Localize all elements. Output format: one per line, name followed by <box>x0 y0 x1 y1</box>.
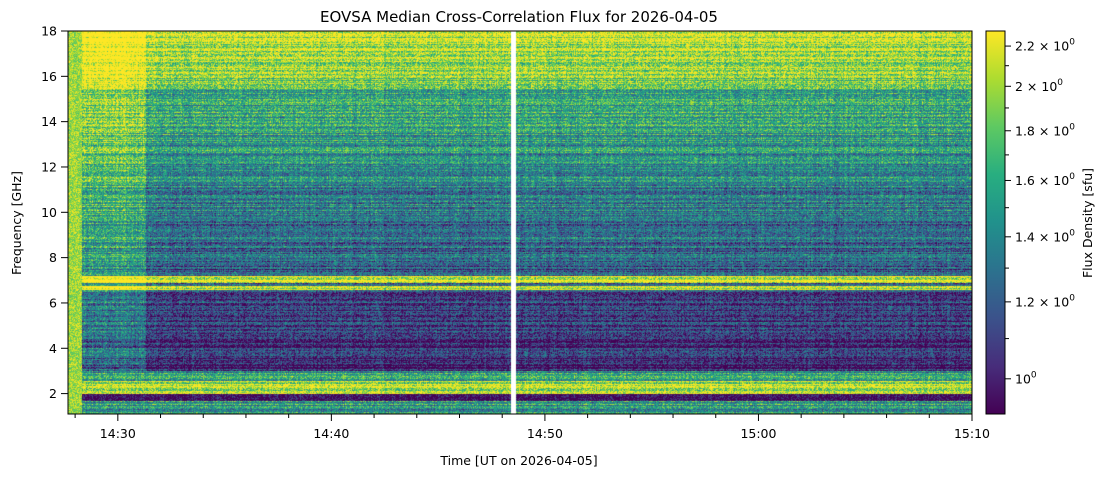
y-axis: 2 4 6 8 10 12 14 16 18 <box>41 24 68 401</box>
x-tick-label: 14:30 <box>100 426 136 441</box>
y-tick-label: 16 <box>41 69 57 84</box>
y-tick-label: 2 <box>49 386 57 401</box>
colorbar-gradient <box>985 30 1006 415</box>
x-tick-label: 15:10 <box>954 426 990 441</box>
x-tick-label: 15:00 <box>740 426 776 441</box>
y-tick-label: 4 <box>49 341 57 356</box>
y-tick-label: 12 <box>41 159 57 174</box>
x-tick-label: 14:40 <box>313 426 349 441</box>
colorbar-tick-label: 1.4 × 100 <box>1015 228 1075 244</box>
x-tick-label: 14:50 <box>527 426 563 441</box>
chart-title: EOVSA Median Cross-Correlation Flux for … <box>320 8 718 26</box>
plot-area <box>67 30 973 415</box>
colorbar-ticks: 100 1.2 × 100 1.4 × 100 1.6 × 100 1.8 × 100 2… <box>1005 38 1075 386</box>
colorbar-tick-label: 2 × 100 <box>1015 78 1063 94</box>
y-tick-label: 10 <box>41 205 57 220</box>
y-tick-label: 18 <box>41 24 57 39</box>
heatmap-image <box>68 31 972 414</box>
y-tick-label: 14 <box>41 114 57 129</box>
y-tick-label: 8 <box>49 250 57 265</box>
y-tick-label: 6 <box>49 295 57 310</box>
colorbar: 100 1.2 × 100 1.4 × 100 1.6 × 100 1.8 × 100 2… <box>985 30 1095 415</box>
colorbar-tick-label: 1.2 × 100 <box>1015 293 1075 309</box>
plot-frame <box>67 30 973 415</box>
colorbar-tick-label: 1.6 × 100 <box>1015 172 1075 188</box>
colorbar-tick-label: 1.8 × 100 <box>1015 122 1075 138</box>
colorbar-tick-label: 100 <box>1015 370 1037 386</box>
y-axis-label: Frequency [GHz] <box>9 171 24 275</box>
colorbar-label: Flux Density [sfu] <box>1080 168 1095 278</box>
colorbar-tick-label: 2.2 × 100 <box>1015 38 1075 54</box>
x-axis-label: Time [UT on 2026-04-05] <box>439 453 597 468</box>
x-axis: 14:30 14:40 14:50 15:00 15:10 <box>74 414 990 441</box>
